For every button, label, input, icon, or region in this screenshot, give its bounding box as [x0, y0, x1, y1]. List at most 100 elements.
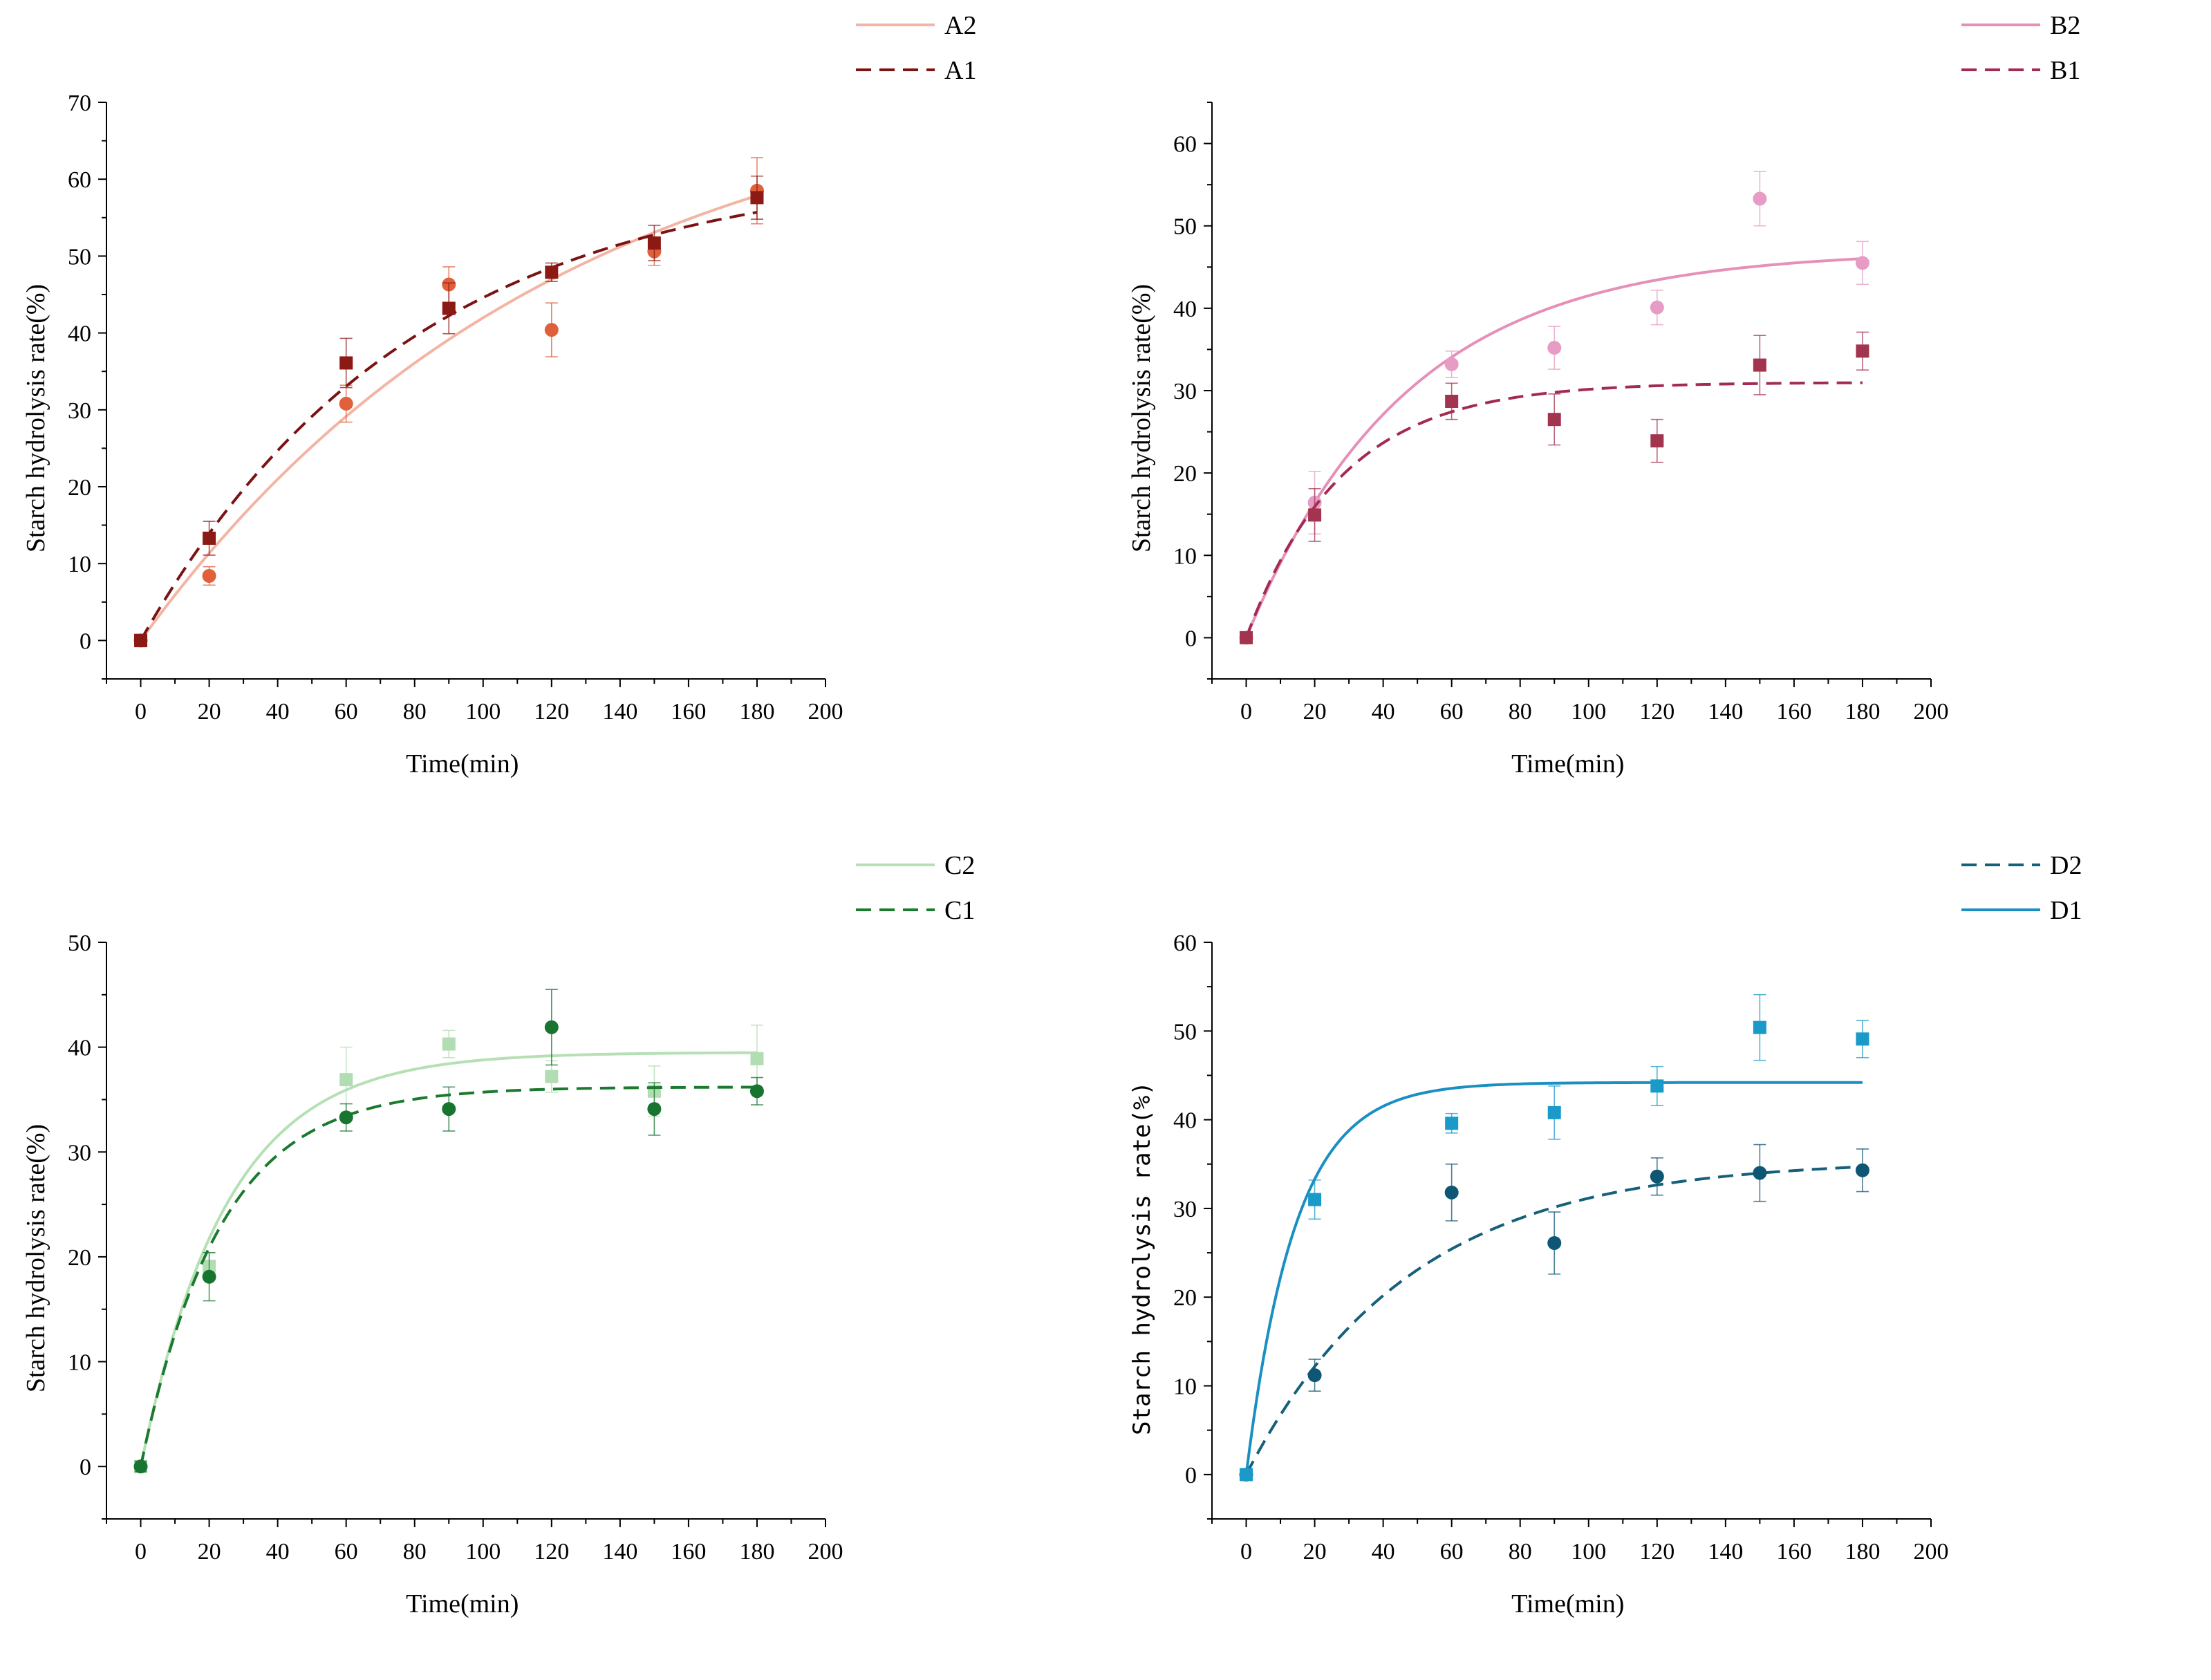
- x-tick-label: 60: [335, 699, 358, 725]
- y-tick-label: 30: [1173, 1197, 1197, 1222]
- data-point-a1: [203, 532, 216, 545]
- data-point-c1: [749, 1084, 764, 1099]
- y-tick-label: 50: [68, 244, 91, 270]
- y-tick-label: 70: [68, 91, 91, 116]
- y-tick-label: 0: [1185, 626, 1197, 651]
- x-tick-label: 140: [602, 1539, 637, 1565]
- legend-label-a2: A2: [944, 11, 976, 40]
- fit-curve-b1: [1244, 381, 1863, 639]
- y-tick-label: 40: [1173, 1108, 1197, 1134]
- x-tick-label: 40: [266, 1539, 290, 1565]
- fit-curve-a2: [139, 194, 758, 642]
- data-point-c2: [339, 1073, 353, 1087]
- y-tick-label: 10: [1173, 543, 1197, 569]
- chart-c-svg: 0 20 40 60 80 100 120 140 160 180 200 0 10 20 30 40 50 Ti…: [21, 851, 975, 1618]
- x-axis-title: Time(min): [1511, 1589, 1624, 1618]
- x-tick-label: 100: [1571, 1539, 1606, 1565]
- x-tick-label: 60: [1440, 699, 1464, 725]
- data-point-d2: [1650, 1169, 1664, 1184]
- y-tick-label: 50: [68, 931, 91, 956]
- x-tick-label: 160: [671, 699, 706, 725]
- fit-curve-b2: [1244, 257, 1863, 639]
- legend-label-d1: D1: [2050, 896, 2082, 925]
- x-tick-label: 40: [1372, 1539, 1395, 1565]
- y-tick-label: 60: [68, 167, 91, 193]
- x-tick-label: 140: [1708, 699, 1743, 725]
- y-axis-title: Starch hydrolysis rate(%): [1128, 1081, 1156, 1435]
- data-point-d1: [1445, 1117, 1459, 1130]
- chart-panel-c: 0 20 40 60 80 100 120 140 160 180 200 0 10 20 30 40 50 Ti…: [0, 840, 1106, 1680]
- y-tick-label: 10: [68, 1350, 91, 1376]
- x-tick-label: 120: [534, 1539, 569, 1565]
- y-tick-label: 20: [68, 475, 91, 501]
- data-point-d1: [1547, 1105, 1561, 1119]
- x-tick-label: 80: [403, 699, 427, 725]
- data-point-b2: [1855, 256, 1869, 270]
- data-point-b2: [1753, 192, 1767, 206]
- x-axis-title: Time(min): [1511, 749, 1624, 778]
- x-tick-label: 80: [1509, 699, 1532, 725]
- data-point-d1: [1753, 1020, 1766, 1034]
- data-point-b1: [1547, 413, 1561, 427]
- x-tick-label: 20: [1303, 1539, 1327, 1565]
- y-tick-label: 40: [68, 321, 91, 347]
- data-point-a1: [545, 265, 559, 279]
- data-point-a2: [544, 323, 559, 337]
- data-point-c1: [133, 1459, 148, 1474]
- y-tick-label: 20: [68, 1245, 91, 1271]
- x-tick-label: 180: [1845, 699, 1880, 725]
- y-tick-label: 40: [68, 1036, 91, 1061]
- data-point-b1: [1308, 508, 1322, 522]
- y-tick-label: 60: [1173, 931, 1197, 956]
- data-point-a1: [134, 633, 148, 647]
- fit-curve-c2: [139, 1051, 757, 1467]
- data-point-b1: [1856, 344, 1869, 358]
- x-tick-label: 0: [1240, 1539, 1252, 1565]
- x-tick-label: 200: [808, 1539, 843, 1565]
- y-tick-label: 40: [1173, 297, 1197, 322]
- data-point-b1: [1650, 434, 1664, 448]
- x-tick-label: 160: [671, 1539, 706, 1565]
- x-tick-label: 200: [808, 699, 843, 725]
- x-tick-label: 180: [1845, 1539, 1880, 1565]
- y-tick-label: 50: [1173, 214, 1197, 240]
- fit-curve-d1: [1244, 1081, 1863, 1475]
- x-tick-label: 80: [1509, 1539, 1532, 1565]
- data-point-a1: [750, 191, 764, 205]
- data-point-a1: [339, 356, 353, 370]
- data-point-b1: [1445, 394, 1459, 408]
- data-point-b1: [1753, 358, 1766, 372]
- y-tick-label: 20: [1173, 461, 1197, 487]
- y-axis-title: Starch hydrolysis rate(%): [21, 284, 50, 552]
- data-point-c1: [544, 1020, 559, 1034]
- data-point-d2: [1855, 1163, 1869, 1177]
- data-point-b2: [1547, 341, 1562, 355]
- y-tick-label: 60: [1173, 132, 1197, 158]
- x-tick-label: 160: [1776, 699, 1811, 725]
- x-axis-title: Time(min): [406, 749, 519, 778]
- x-tick-label: 0: [135, 699, 147, 725]
- data-point-d2: [1753, 1166, 1767, 1180]
- chart-panel-d: 0 20 40 60 80 100 120 140 160 180 200 0 10 20 30 40 50 60…: [1106, 840, 2211, 1680]
- x-tick-label: 100: [465, 1539, 501, 1565]
- data-point-c2: [545, 1070, 559, 1083]
- data-point-b2: [1444, 357, 1459, 371]
- data-point-d2: [1444, 1185, 1459, 1200]
- x-tick-label: 160: [1776, 1539, 1811, 1565]
- x-tick-label: 60: [335, 1539, 358, 1565]
- data-point-b2: [1650, 300, 1664, 315]
- x-tick-label: 180: [739, 1539, 774, 1565]
- x-tick-label: 0: [1240, 699, 1252, 725]
- data-point-d1: [1308, 1193, 1322, 1206]
- data-point-d1: [1856, 1032, 1869, 1046]
- data-point-c2: [442, 1037, 456, 1051]
- x-tick-label: 0: [135, 1539, 147, 1565]
- x-tick-label: 200: [1914, 699, 1949, 725]
- legend-label-b1: B1: [2050, 56, 2080, 85]
- x-tick-label: 40: [1372, 699, 1395, 725]
- y-axis-title: Starch hydrolysis rate(%): [21, 1124, 50, 1392]
- legend-label-c1: C1: [944, 896, 975, 925]
- data-point-c1: [202, 1269, 216, 1284]
- x-axis-title: Time(min): [406, 1589, 519, 1618]
- legend-label-b2: B2: [2050, 11, 2080, 40]
